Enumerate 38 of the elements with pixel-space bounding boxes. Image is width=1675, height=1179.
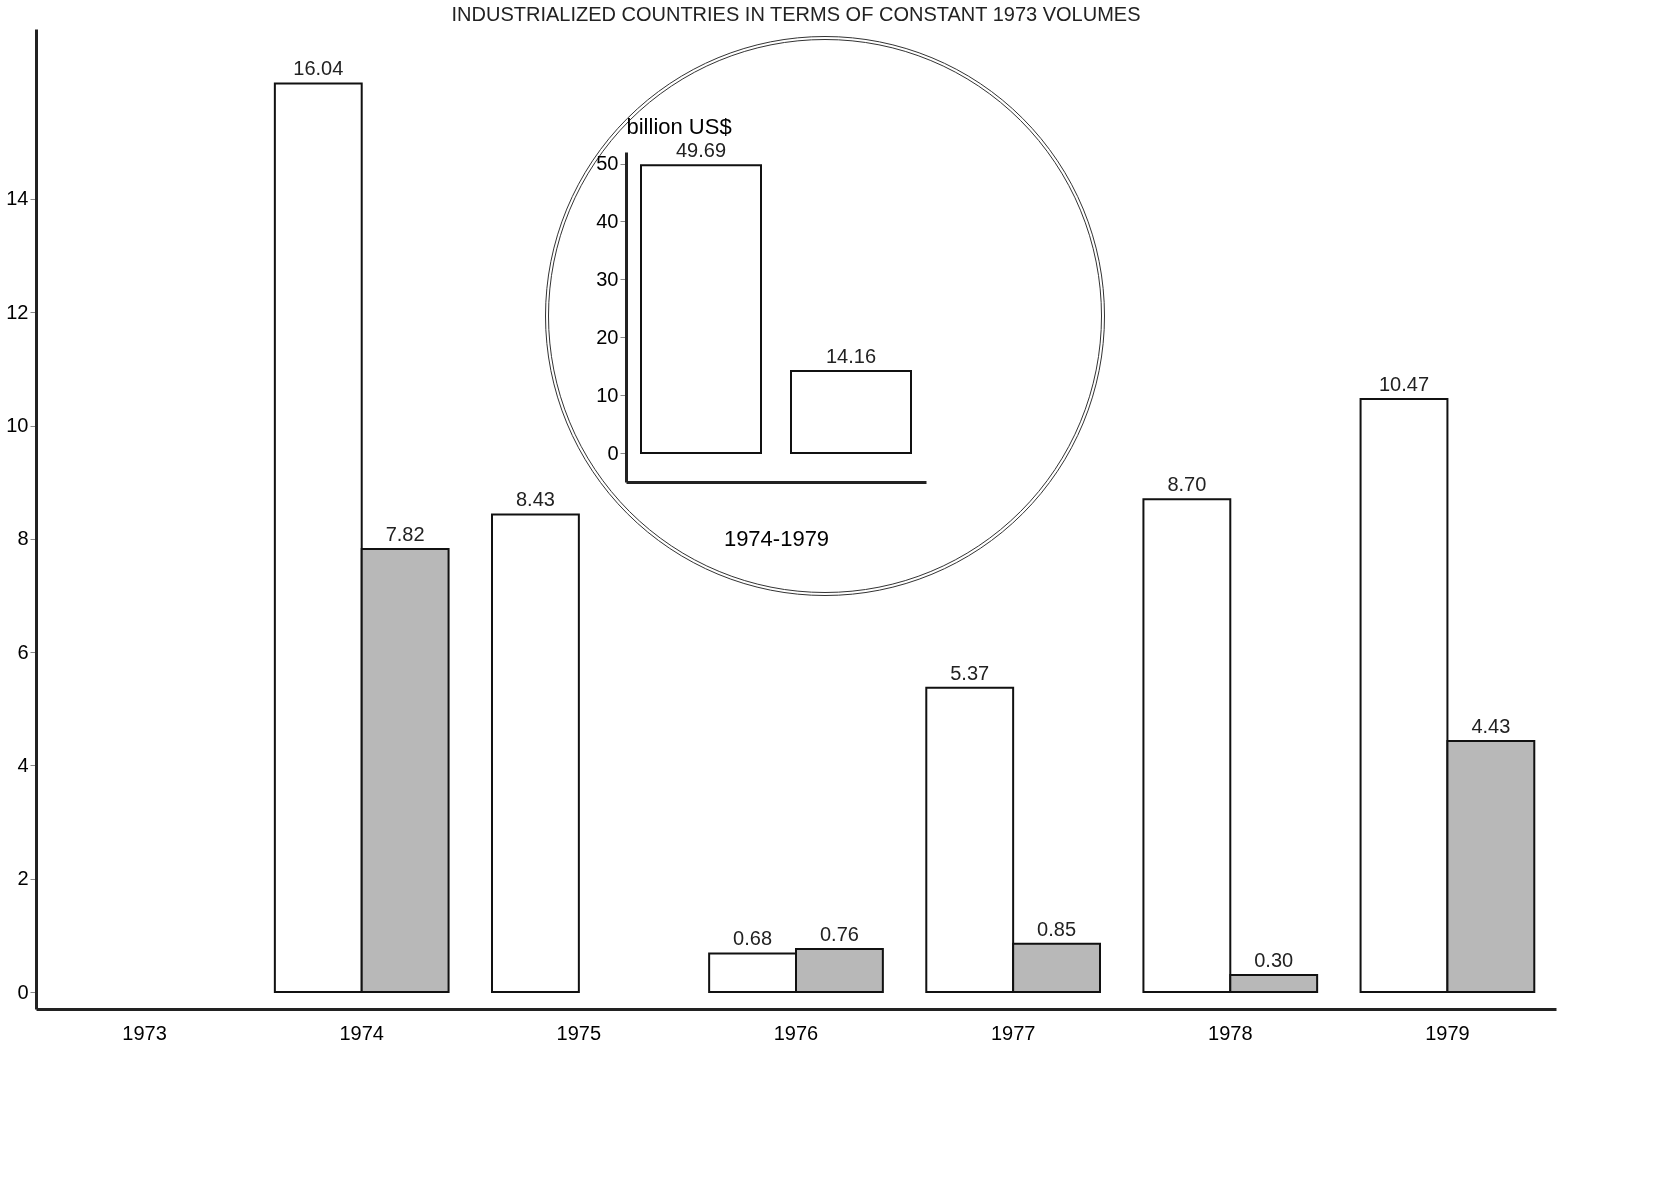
- y-tick-label: 0: [607, 441, 619, 464]
- y-tick-label: 14: [6, 187, 29, 210]
- x-tick-label: 1977: [990, 1021, 1036, 1044]
- data-label: 10.47: [1378, 372, 1430, 395]
- x-tick-label: 1976: [773, 1021, 819, 1044]
- y-tick-label: 0: [17, 980, 29, 1003]
- y-tick-label: 2: [17, 867, 29, 890]
- y-tick-label: 12: [6, 300, 29, 323]
- data-label: 4.43: [1471, 715, 1511, 738]
- y-axis-title: billion US$: [626, 113, 732, 139]
- data-label: 49.69: [675, 139, 727, 162]
- y-tick-label: 30: [596, 267, 619, 290]
- data-label: 0.68: [733, 927, 773, 950]
- data-label: 14.16: [825, 345, 877, 368]
- y-tick-label: 6: [17, 640, 29, 663]
- y-tick-label: 50: [596, 152, 619, 175]
- bar: [491, 513, 580, 994]
- x-axis-title: 1974-1979: [723, 525, 830, 551]
- data-label: 16.04: [293, 57, 344, 80]
- y-tick-label: 40: [596, 209, 619, 232]
- data-label: 8.43: [515, 488, 555, 511]
- data-label: 0.76: [819, 922, 859, 945]
- data-label: 0.85: [1037, 917, 1077, 940]
- x-tick-label: 1974: [339, 1021, 384, 1044]
- chart-title: INDUSTRIALIZED COUNTRIES IN TERMS OF CONSTANT 1973 VOLUMES: [451, 3, 1141, 25]
- data-label: 5.37: [950, 661, 990, 684]
- y-tick-label: 8: [17, 527, 29, 550]
- y-tick-label: 10: [596, 383, 619, 406]
- x-tick-label: 1978: [1208, 1021, 1253, 1044]
- y-tick-label: 4: [17, 753, 29, 776]
- x-tick-label: 1975: [556, 1021, 602, 1044]
- x-tick-label: 1979: [1425, 1021, 1470, 1044]
- data-label: 7.82: [385, 523, 425, 546]
- y-tick-label: 20: [596, 325, 619, 348]
- data-label: 8.70: [1167, 473, 1207, 496]
- x-tick-label: 1973: [122, 1021, 167, 1044]
- y-tick-label: 10: [6, 414, 29, 437]
- data-label: 0.30: [1254, 949, 1294, 972]
